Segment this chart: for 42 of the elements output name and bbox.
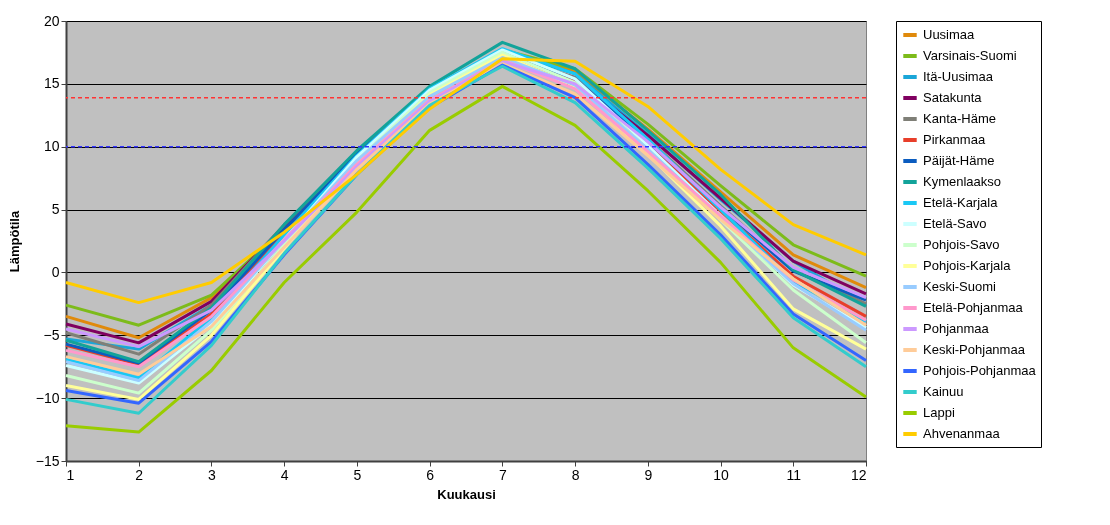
legend-label: Etelä-Karjala xyxy=(923,195,999,210)
x-tick-label: 5 xyxy=(353,466,362,483)
legend-label: Kainuu xyxy=(923,384,964,399)
legend-label: Uusimaa xyxy=(923,27,976,42)
legend-label: Pohjois-Pohjanmaa xyxy=(923,363,1037,378)
legend-label: Keski-Pohjanmaa xyxy=(923,342,1026,357)
x-tick-label: 3 xyxy=(208,466,217,483)
legend-label: Satakunta xyxy=(923,90,983,105)
legend-label: Etelä-Pohjanmaa xyxy=(923,300,1024,315)
x-tick-label: 2 xyxy=(135,466,144,483)
y-tick-label: −15 xyxy=(35,452,60,469)
legend-label: Keski-Suomi xyxy=(923,279,997,294)
legend-label: Lappi xyxy=(923,405,955,420)
legend-label: Ahvenanmaa xyxy=(923,426,1001,441)
legend-label: Varsinais-Suomi xyxy=(923,48,1017,63)
x-tick-label: 9 xyxy=(644,466,653,483)
x-tick-label: 7 xyxy=(498,466,507,483)
legend-label: Kanta-Häme xyxy=(923,111,996,126)
legend-label: Pirkanmaa xyxy=(923,132,986,147)
x-tick-label: 1 xyxy=(66,466,75,483)
y-tick-label: 5 xyxy=(51,201,60,218)
legend-label: Pohjois-Savo xyxy=(923,237,1000,252)
x-tick-label: 8 xyxy=(571,466,580,483)
x-tick-label: 11 xyxy=(786,466,802,483)
x-tick-label: 12 xyxy=(850,466,867,483)
legend-label: Kymenlaakso xyxy=(923,174,1002,189)
legend-label: Etelä-Savo xyxy=(923,216,987,231)
x-tick-label: 4 xyxy=(280,466,289,483)
y-tick-label: 0 xyxy=(51,263,60,280)
y-tick-label: −10 xyxy=(35,389,60,406)
x-tick-label: 10 xyxy=(713,466,730,483)
legend-label: Itä-Uusimaa xyxy=(923,69,994,84)
legend-label: Pohjois-Karjala xyxy=(923,258,1012,273)
y-tick-label: 15 xyxy=(43,75,60,92)
legend-label: Pohjanmaa xyxy=(923,321,990,336)
legend-label: Päijät-Häme xyxy=(923,153,995,168)
x-tick-label: 6 xyxy=(426,466,435,483)
y-tick-label: 10 xyxy=(43,138,60,155)
y-axis-title: Lämpötila xyxy=(6,210,22,273)
y-tick-label: −5 xyxy=(43,326,60,343)
y-tick-label: 20 xyxy=(43,12,60,29)
x-axis-title: Kuukausi xyxy=(437,486,496,502)
